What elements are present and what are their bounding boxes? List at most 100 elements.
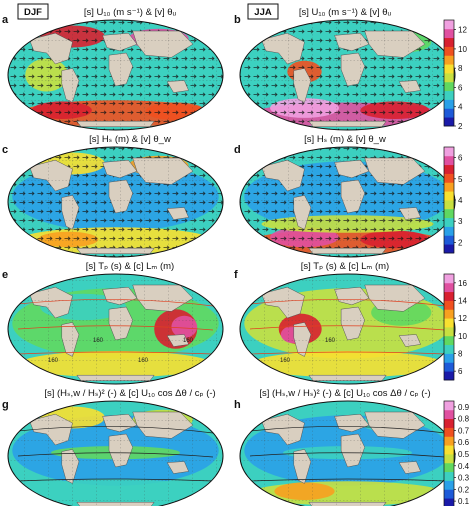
colorbar-swatch-3-7 (444, 309, 454, 319)
map-panel-f: 160 160 (239, 273, 456, 385)
colorbar-swatch-2-7 (444, 182, 454, 192)
graticule-c (8, 147, 223, 257)
contour-line-f-0 (249, 299, 446, 307)
contour-line-g-1 (17, 452, 214, 458)
colorbar-swatch-4-1 (444, 489, 454, 499)
map-panel-e: 160 160 160 160 (7, 273, 224, 385)
colorbar-tick-label-2-1: 3 (458, 217, 463, 226)
colorbar-tick-label-1-0: 2 (458, 122, 463, 131)
contour-line-f-2 (249, 351, 446, 355)
colorbar-tick-label-3-3: 12 (458, 314, 467, 323)
contour-label-e-0: 160 (48, 358, 59, 364)
season-badge-djf: DJF (17, 3, 49, 20)
colorbar-swatch-3-10 (444, 282, 454, 293)
graticule-f (240, 274, 455, 384)
panel-title-e: [s] Tₚ (s) & [c] Lₘ (m) (86, 261, 174, 272)
colorbar-tick-label-4-0: 0.1 (458, 497, 470, 506)
contour-line-e-1 (17, 325, 214, 331)
contour-line-e-2 (17, 351, 214, 355)
colorbar-swatch-3-11 (444, 274, 454, 284)
colorbar-tick-label-3-0: 6 (458, 367, 463, 376)
contour-line-h-0 (249, 426, 446, 434)
contour-label-e-2: 160 (138, 358, 149, 364)
colorbar-swatch-2-2 (444, 226, 454, 236)
colorbar-swatch-4-2 (444, 480, 454, 490)
colorbar-swatch-2-5 (444, 200, 454, 210)
colorbar-4: 0.1 0.2 0.3 0.4 0.5 0.6 0.7 0.8 0.9 (443, 400, 470, 506)
colorbar-swatch-3-2 (444, 353, 454, 363)
map-panel-g (7, 400, 224, 506)
colorbar-swatch-2-10 (444, 155, 454, 166)
colorbar-tick-label-2-2: 4 (458, 196, 463, 205)
graticule-b (240, 20, 455, 130)
panel-letter-d: d (234, 144, 241, 156)
contour-line-g-2 (17, 478, 214, 482)
colorbar-tick-label-2-3: 5 (458, 175, 463, 184)
contour-label-e-1: 160 (93, 338, 104, 344)
colorbar-swatch-1-10 (444, 28, 454, 39)
colorbar-swatch-4-6 (444, 445, 454, 455)
map-outline-f (239, 273, 456, 385)
map-panel-a (7, 19, 224, 131)
colorbar-swatch-2-11 (444, 147, 454, 157)
colorbar-swatch-3-0 (444, 371, 454, 381)
colorbar-swatch-1-4 (444, 81, 454, 92)
colorbar-swatch-3-5 (444, 327, 454, 337)
colorbar-tick-label-1-5: 12 (458, 26, 467, 35)
colorbar-swatch-1-8 (444, 46, 454, 56)
map-panels: 160 160 160 160 160 160 (7, 19, 456, 506)
colorbar-tick-label-4-6: 0.7 (458, 426, 470, 435)
colorbar-tick-label-3-5: 16 (458, 279, 467, 288)
colorbar-swatch-2-0 (444, 244, 454, 254)
colorbar-tick-label-1-4: 10 (458, 45, 467, 54)
colorbar-swatch-2-8 (444, 173, 454, 183)
map-outline-e (7, 273, 224, 385)
colorbar-swatch-3-6 (444, 318, 454, 328)
map-outline-d (239, 146, 456, 258)
map-panel-b (239, 19, 456, 131)
panel-title-c: [s] Hₛ (m) & [v] θ_w (89, 134, 171, 145)
colorbar-tick-label-1-2: 6 (458, 83, 463, 92)
colorbar-tick-label-3-2: 10 (458, 332, 467, 341)
colorbar-2: 2 3 4 5 6 (443, 146, 463, 254)
colorbar-swatch-1-1 (444, 108, 454, 118)
contour-line-g-0 (17, 426, 214, 434)
colorbar-tick-label-2-0: 2 (458, 238, 463, 247)
colorbar-swatch-1-11 (444, 20, 454, 30)
colorbar-1: 2 4 6 8 10 12 (443, 19, 467, 131)
colorbar-swatch-3-8 (444, 300, 454, 310)
contour-line-f-1 (249, 325, 446, 331)
panel-letter-g: g (2, 399, 9, 411)
graticule-e (8, 274, 223, 384)
map-outline-h (239, 400, 456, 506)
panel-letter-f: f (234, 269, 238, 281)
colorbar-tick-label-4-3: 0.4 (458, 462, 470, 471)
graticule-a (8, 20, 223, 130)
colorbar-swatch-4-11 (444, 401, 454, 411)
colorbar-swatch-3-1 (444, 362, 454, 372)
colorbar-frame-3 (443, 273, 455, 381)
colorbar-swatch-1-9 (444, 37, 454, 47)
contour-line-h-1 (249, 452, 446, 458)
panel-title-b: [s] U₁₀ (m s⁻¹) & [v] θᵤ (299, 7, 392, 18)
map-outline-b (239, 19, 456, 131)
colorbar-swatch-4-10 (444, 409, 454, 420)
map-panel-d (239, 146, 456, 258)
panel-letter-c: c (2, 144, 8, 156)
colorbar-swatch-3-4 (444, 335, 454, 346)
panel-title-d: [s] Hₛ (m) & [v] θ_w (304, 134, 386, 145)
colorbar-tick-label-1-3: 8 (458, 64, 463, 73)
colorbar-frame-1 (443, 19, 455, 127)
panel-letter-h: h (234, 399, 241, 411)
colorbar-tick-label-3-4: 14 (458, 297, 467, 306)
colorbar-tick-label-4-1: 0.2 (458, 485, 470, 494)
colorbar-swatch-3-3 (444, 344, 454, 354)
colorbar-swatch-1-2 (444, 99, 454, 109)
colorbar-swatch-1-7 (444, 55, 454, 65)
colorbar-swatch-1-6 (444, 64, 454, 74)
colorbar-swatch-2-9 (444, 164, 454, 174)
colorbar-swatch-2-4 (444, 208, 454, 219)
panel-letter-a: a (2, 14, 9, 26)
panel-title-g: [s] (Hₛ,w / Hₛ)² (-) & [c] U₁₀ cos Δθ / … (44, 388, 215, 399)
